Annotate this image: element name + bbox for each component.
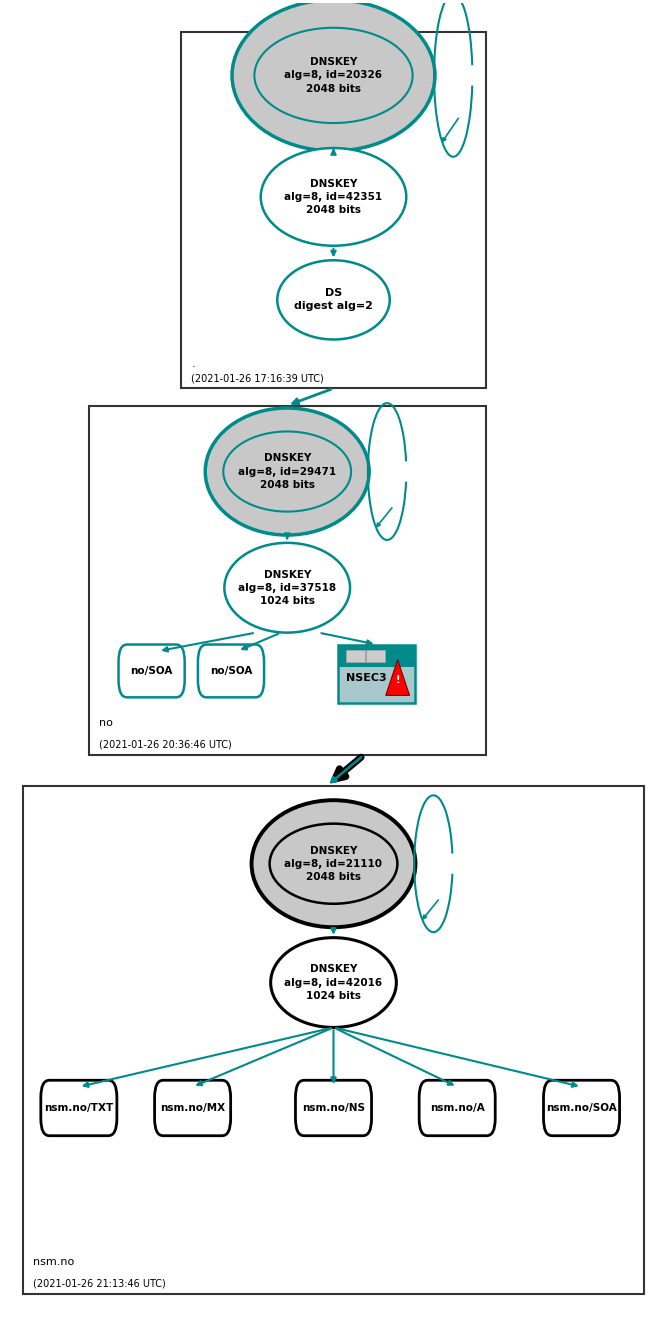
Ellipse shape xyxy=(232,0,435,151)
Text: (2021-01-26 17:16:39 UTC): (2021-01-26 17:16:39 UTC) xyxy=(191,374,324,383)
FancyBboxPatch shape xyxy=(419,1081,495,1136)
FancyBboxPatch shape xyxy=(41,1081,117,1136)
Text: nsm.no/NS: nsm.no/NS xyxy=(302,1103,365,1113)
Text: DNSKEY
alg=8, id=37518
1024 bits: DNSKEY alg=8, id=37518 1024 bits xyxy=(238,570,336,606)
Text: (2021-01-26 20:36:46 UTC): (2021-01-26 20:36:46 UTC) xyxy=(99,740,231,749)
Text: DS
digest alg=2: DS digest alg=2 xyxy=(294,288,373,312)
FancyBboxPatch shape xyxy=(338,667,414,703)
Text: no/SOA: no/SOA xyxy=(131,666,173,676)
FancyBboxPatch shape xyxy=(346,650,365,662)
Text: DNSKEY
alg=8, id=21110
2048 bits: DNSKEY alg=8, id=21110 2048 bits xyxy=(285,846,382,882)
Text: nsm.no/MX: nsm.no/MX xyxy=(160,1103,225,1113)
FancyBboxPatch shape xyxy=(89,406,486,756)
FancyBboxPatch shape xyxy=(155,1081,231,1136)
Text: DNSKEY
alg=8, id=29471
2048 bits: DNSKEY alg=8, id=29471 2048 bits xyxy=(238,453,336,489)
Ellipse shape xyxy=(277,260,390,339)
FancyBboxPatch shape xyxy=(198,644,264,697)
Text: .: . xyxy=(191,359,195,369)
FancyBboxPatch shape xyxy=(23,786,644,1294)
Ellipse shape xyxy=(205,408,369,536)
FancyBboxPatch shape xyxy=(295,1081,372,1136)
Text: no/SOA: no/SOA xyxy=(210,666,252,676)
Text: nsm.no: nsm.no xyxy=(33,1257,74,1268)
Text: (2021-01-26 21:13:46 UTC): (2021-01-26 21:13:46 UTC) xyxy=(33,1278,165,1289)
Ellipse shape xyxy=(261,149,406,245)
Text: no: no xyxy=(99,719,113,728)
FancyBboxPatch shape xyxy=(544,1081,620,1136)
Text: nsm.no/SOA: nsm.no/SOA xyxy=(546,1103,617,1113)
FancyBboxPatch shape xyxy=(366,650,386,662)
FancyBboxPatch shape xyxy=(181,32,486,389)
Text: DNSKEY
alg=8, id=42351
2048 bits: DNSKEY alg=8, id=42351 2048 bits xyxy=(284,179,383,215)
Ellipse shape xyxy=(271,937,396,1028)
FancyBboxPatch shape xyxy=(119,644,185,697)
Text: NSEC3: NSEC3 xyxy=(346,674,387,683)
Ellipse shape xyxy=(224,542,350,633)
Text: nsm.no/TXT: nsm.no/TXT xyxy=(44,1103,113,1113)
Ellipse shape xyxy=(251,800,416,927)
Text: DNSKEY
alg=8, id=20326
2048 bits: DNSKEY alg=8, id=20326 2048 bits xyxy=(285,57,382,94)
Text: !: ! xyxy=(396,675,400,684)
FancyBboxPatch shape xyxy=(338,644,414,667)
Text: nsm.no/A: nsm.no/A xyxy=(430,1103,484,1113)
Text: DNSKEY
alg=8, id=42016
1024 bits: DNSKEY alg=8, id=42016 1024 bits xyxy=(284,964,383,1001)
Polygon shape xyxy=(386,660,410,695)
